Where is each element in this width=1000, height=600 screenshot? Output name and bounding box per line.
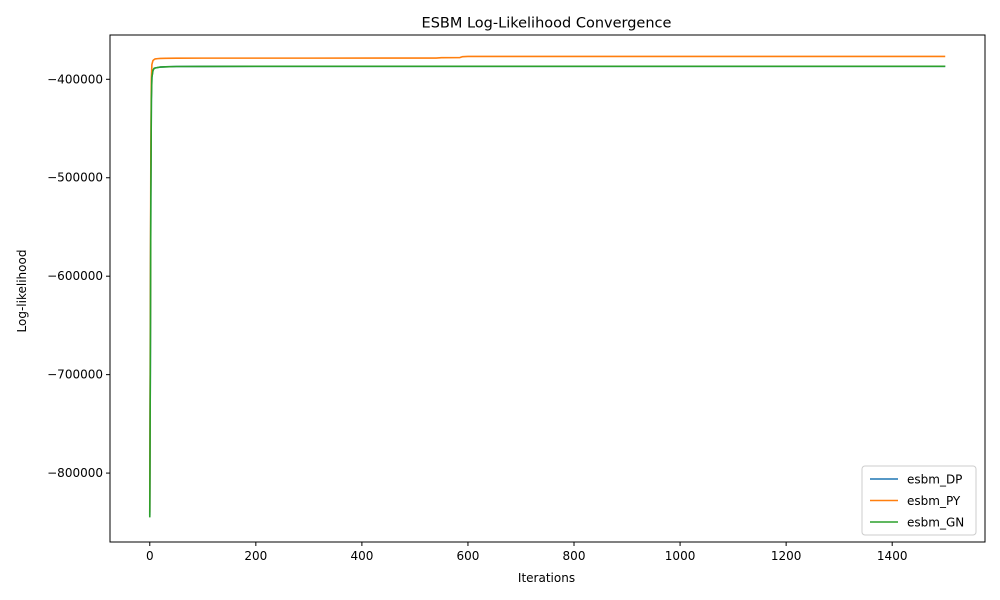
axes-frame xyxy=(109,34,986,543)
x-tick-label: 400 xyxy=(350,549,373,563)
y-tick-label: −400000 xyxy=(47,72,103,86)
series-line-esbm_GN xyxy=(148,65,946,518)
legend-box xyxy=(861,465,977,536)
y-axis-title: Log-likelihood xyxy=(15,250,29,333)
x-tick-label: 600 xyxy=(457,549,480,563)
x-tick-label: 800 xyxy=(563,549,586,563)
plot-area: 0 200 400 600 800 1000 1200 1400 −800000 −700000 −… xyxy=(47,34,986,563)
x-tick-label: 200 xyxy=(244,549,267,563)
y-tick-label: −600000 xyxy=(47,269,103,283)
x-tick-label: 1200 xyxy=(771,549,802,563)
x-axis-title: Iterations xyxy=(518,571,575,585)
x-tick-label: 1400 xyxy=(877,549,908,563)
legend-label: esbm_PY xyxy=(907,494,961,508)
y-tick-label: −800000 xyxy=(47,466,103,480)
chart-title: ESBM Log-Likelihood Convergence xyxy=(422,16,672,32)
y-tick-label: −700000 xyxy=(47,368,103,382)
x-tick-label: 1000 xyxy=(665,549,696,563)
legend: esbm_DP esbm_PY esbm_GN xyxy=(861,465,977,536)
y-tick-label: −500000 xyxy=(47,171,103,185)
legend-label: esbm_GN xyxy=(907,516,964,530)
x-tick-label: 0 xyxy=(146,549,154,563)
legend-label: esbm_DP xyxy=(907,473,962,487)
